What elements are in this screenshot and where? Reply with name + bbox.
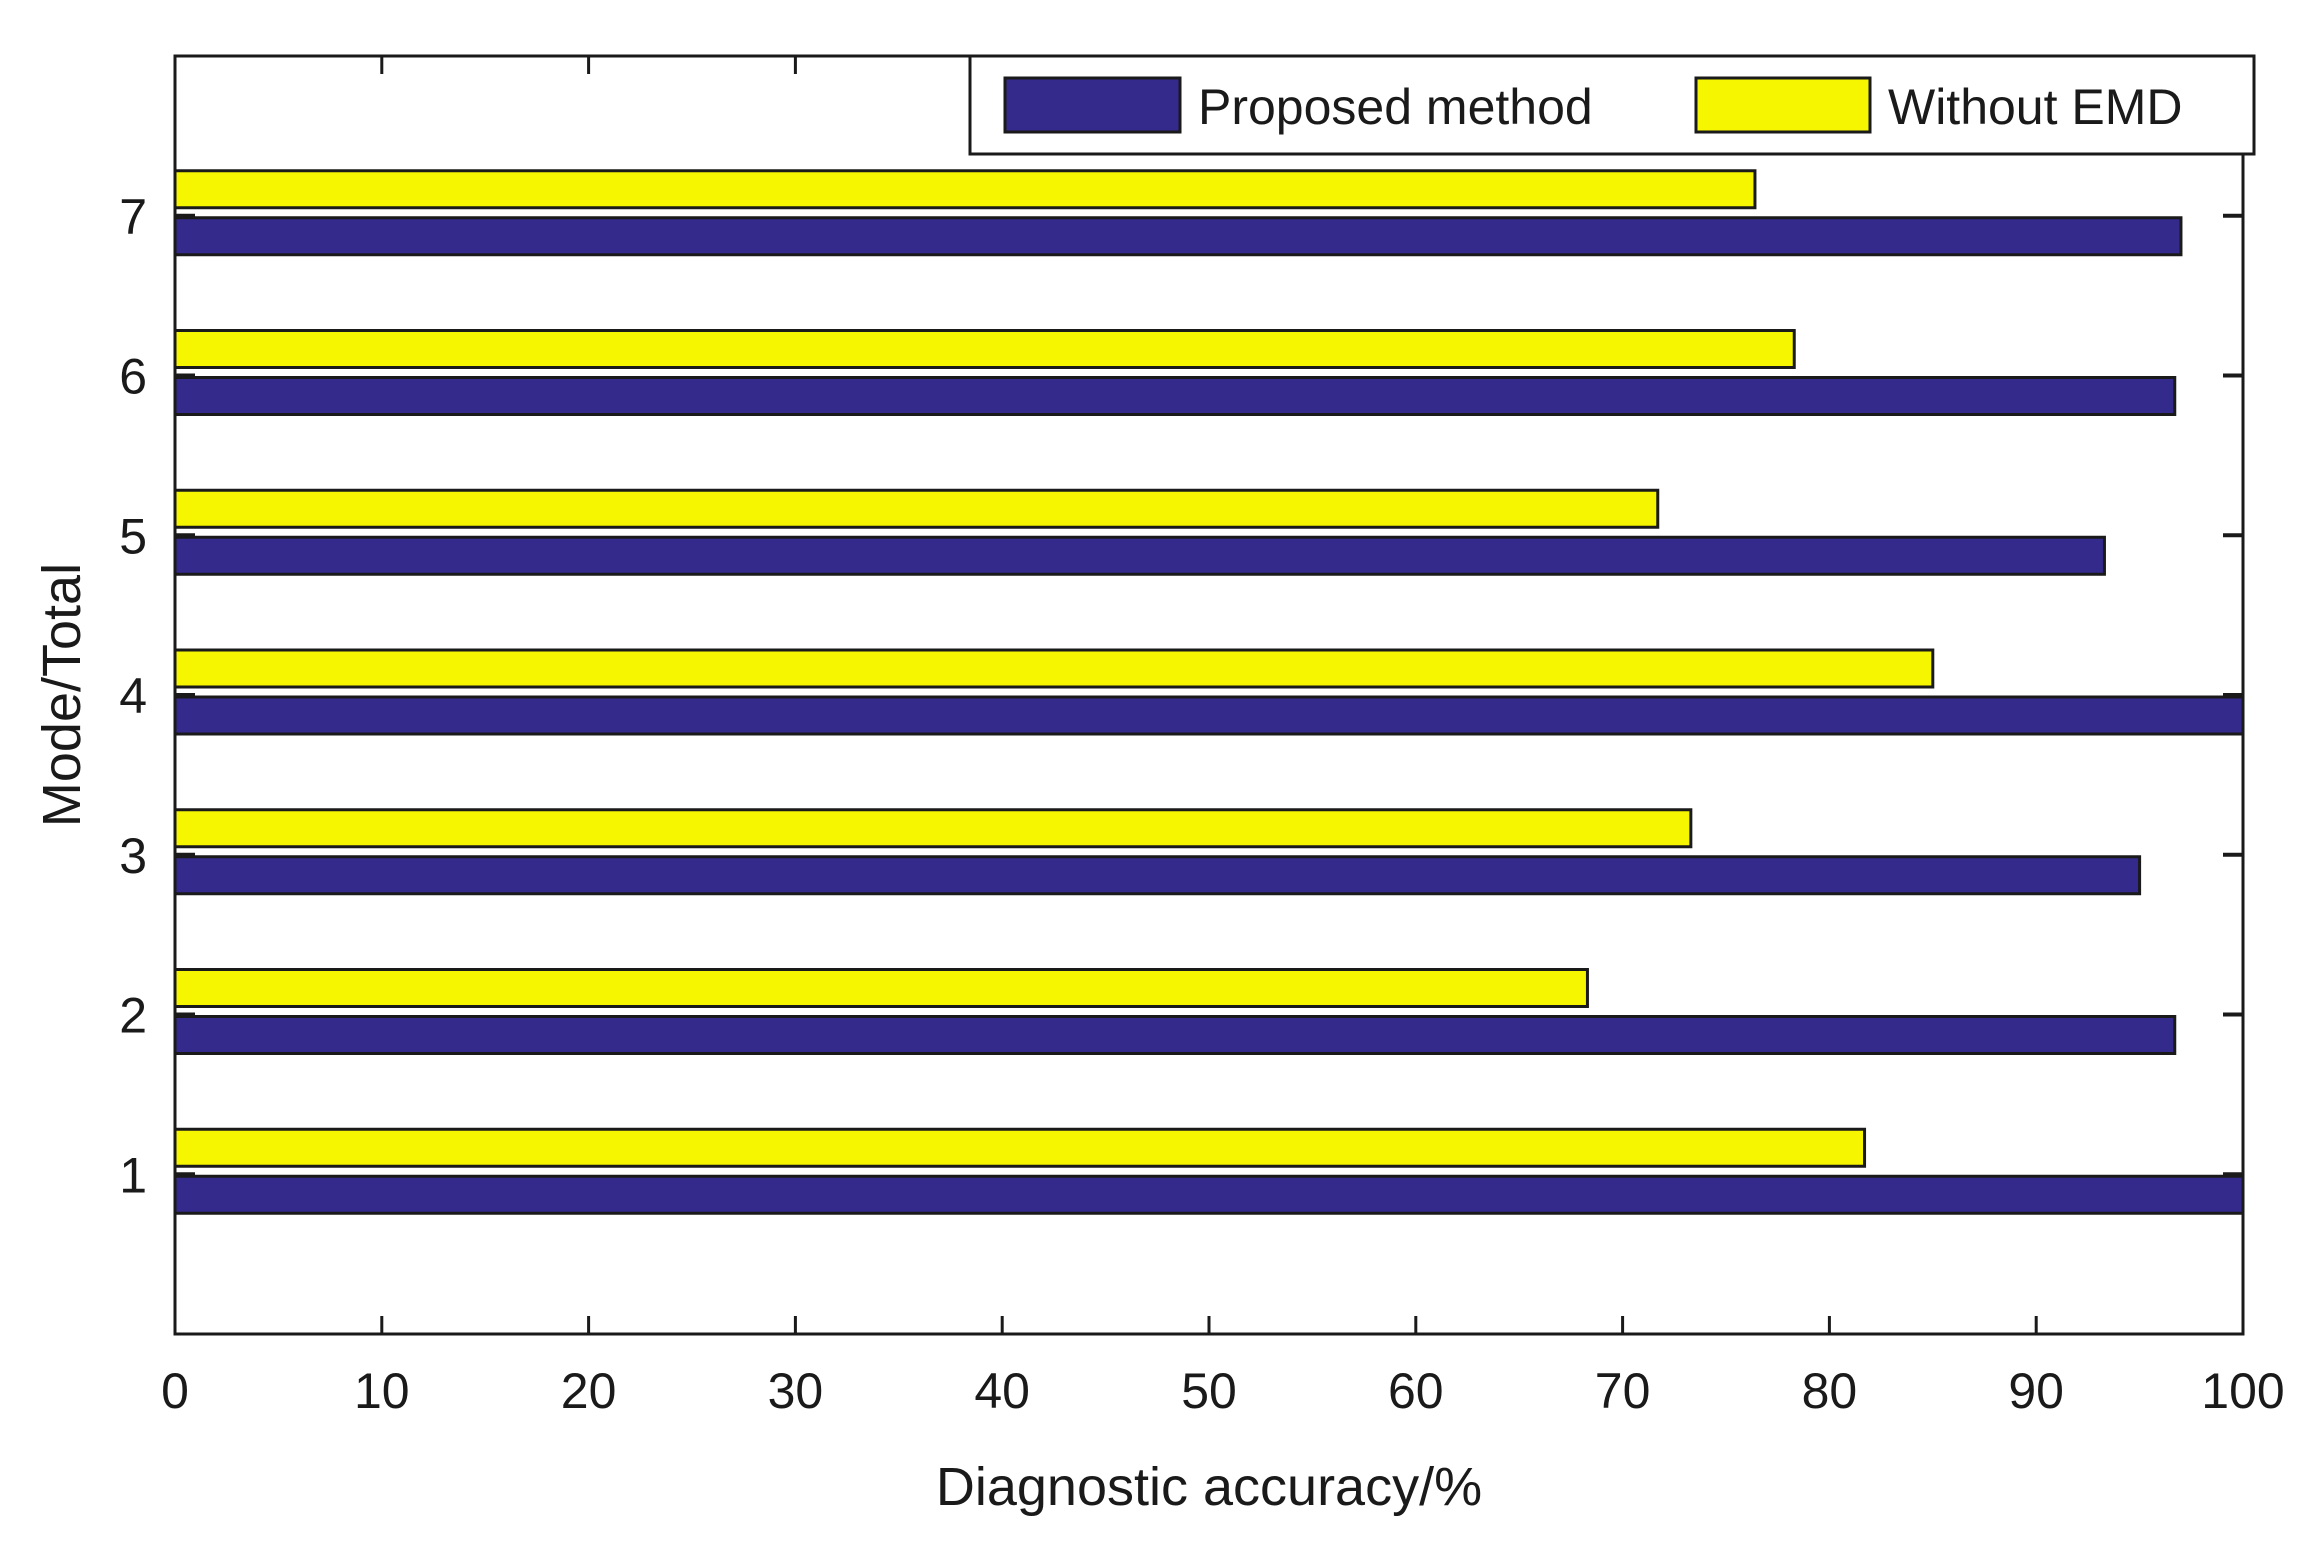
x-tick-label: 90 [2008,1363,2064,1419]
bar-without-emd-mode-5 [173,488,1660,529]
x-tick-label: 0 [161,1363,189,1419]
legend-swatch-without-emd [1694,76,1872,134]
bar-proposed-mode-2 [173,1015,2177,1055]
legend-box [968,54,2256,156]
x-tick-label: 80 [1802,1363,1858,1419]
y-tick-label: 1 [119,1147,147,1203]
legend-label-without-emd: Without EMD [1888,79,2183,135]
bar-proposed-mode-5 [173,535,2106,576]
bar-without-emd-mode-2 [173,968,1589,1008]
bar-without-emd-mode-1 [173,1127,1867,1168]
x-tick-label: 60 [1388,1363,1444,1419]
y-axis-title: Mode/Total [32,563,92,827]
x-tick-label: 40 [974,1363,1030,1419]
y-tick-label: 7 [119,189,147,245]
y-tick-label: 4 [119,668,147,724]
x-tick-label: 100 [2201,1363,2284,1419]
bar-without-emd-mode-4 [173,648,1935,689]
legend-swatch-proposed [1003,76,1182,134]
y-tick-label: 2 [119,988,147,1044]
bar-proposed-mode-1 [173,1174,2245,1215]
x-tick-label: 70 [1595,1363,1651,1419]
bar-without-emd-mode-3 [173,808,1693,849]
legend: Proposed method Without EMD [968,54,2256,156]
x-tick-label: 10 [354,1363,410,1419]
bar-without-emd-mode-6 [173,329,1796,369]
x-tick-label: 30 [768,1363,824,1419]
bar-proposed-mode-4 [173,695,2245,736]
legend-label-proposed: Proposed method [1198,79,1593,135]
bar-proposed-mode-3 [173,855,2142,896]
x-tick-label: 20 [561,1363,617,1419]
bar-without-emd-mode-7 [173,169,1757,210]
x-axis-title: Diagnostic accuracy/% [936,1457,1482,1517]
x-tick-label: 50 [1181,1363,1237,1419]
bar-proposed-mode-6 [173,376,2177,416]
y-tick-label: 5 [119,508,147,564]
y-tick-label: 3 [119,828,147,884]
bar-proposed-mode-7 [173,216,2183,257]
y-tick-label: 6 [119,349,147,405]
